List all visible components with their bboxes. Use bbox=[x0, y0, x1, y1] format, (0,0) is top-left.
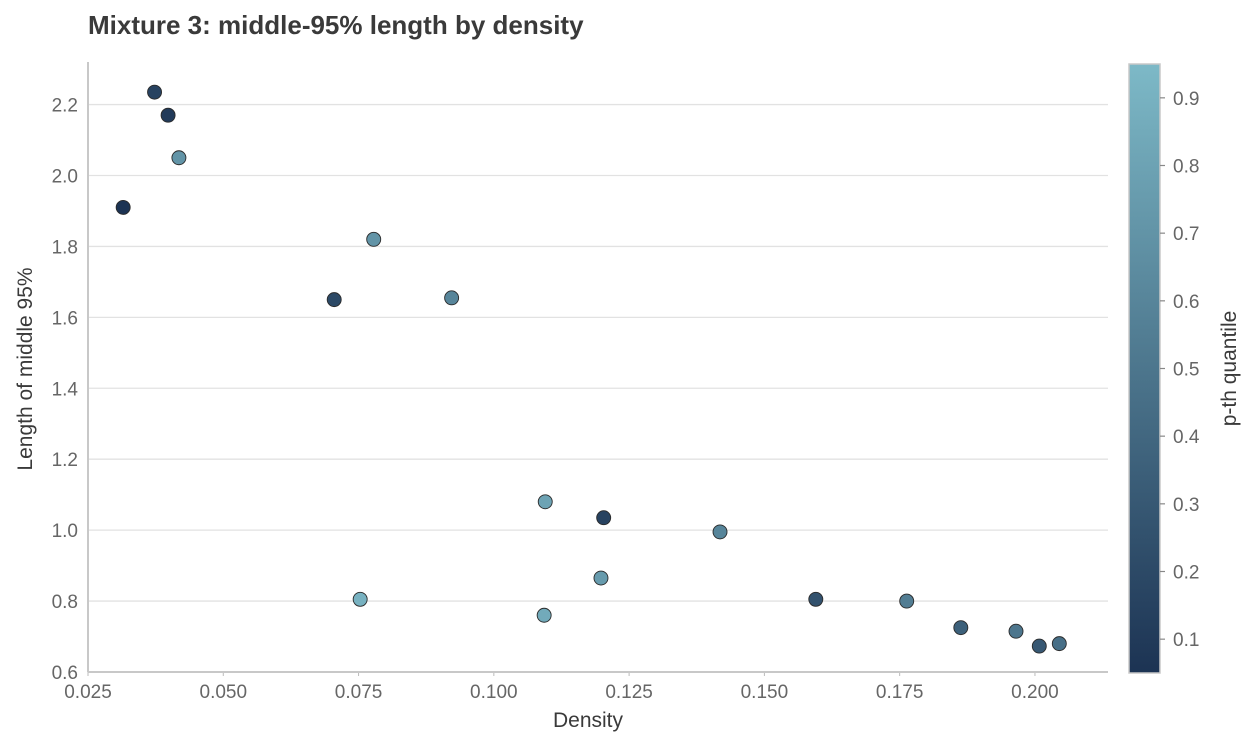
y-tick-label: 1.2 bbox=[52, 450, 78, 471]
grid-lines bbox=[88, 103, 1108, 602]
colorbar-tick-label: 0.2 bbox=[1173, 563, 1199, 584]
colorbar-tick-label: 0.9 bbox=[1173, 89, 1199, 110]
data-point bbox=[115, 199, 131, 215]
x-tick-label: 0.175 bbox=[876, 682, 924, 703]
data-point bbox=[536, 607, 552, 623]
x-tick-label: 0.050 bbox=[200, 682, 248, 703]
colorbar-tick-label: 0.4 bbox=[1173, 427, 1200, 448]
colorbar-tick-label: 0.7 bbox=[1173, 224, 1199, 245]
data-point bbox=[171, 150, 187, 166]
data-point bbox=[366, 231, 382, 247]
x-tick-label: 0.150 bbox=[741, 682, 789, 703]
y-tick-label: 1.0 bbox=[52, 521, 78, 542]
data-point bbox=[712, 524, 728, 540]
data-point bbox=[326, 292, 342, 308]
y-tick-label: 2.2 bbox=[52, 96, 78, 117]
data-point bbox=[537, 494, 553, 510]
x-tick-label: 0.100 bbox=[470, 682, 518, 703]
x-tick-label: 0.200 bbox=[1011, 682, 1059, 703]
colorbar-tick-label: 0.1 bbox=[1173, 630, 1199, 651]
colorbar-tick-label: 0.5 bbox=[1173, 360, 1199, 381]
data-point bbox=[352, 591, 368, 607]
y-tick-label: 1.8 bbox=[52, 237, 78, 258]
colorbar-label: p-th quantile bbox=[1218, 311, 1241, 427]
data-point bbox=[953, 620, 969, 636]
data-point bbox=[808, 591, 824, 607]
y-tick-label: 1.6 bbox=[52, 308, 78, 329]
data-points bbox=[115, 84, 1067, 654]
x-axis-label: Density bbox=[553, 709, 624, 732]
y-tick-label: 0.8 bbox=[52, 592, 78, 613]
data-point bbox=[899, 593, 915, 609]
colorbar-tick-label: 0.6 bbox=[1173, 292, 1199, 313]
data-point bbox=[147, 84, 163, 100]
y-axis-label: Length of middle 95% bbox=[14, 267, 37, 470]
colorbar-tick-label: 0.3 bbox=[1173, 495, 1199, 516]
colorbar: 0.1 0.2 0.3 0.4 0.5 0.6 0.7 0.8 0.9 bbox=[1128, 63, 1200, 674]
data-point bbox=[160, 107, 176, 123]
chart-title: Mixture 3: middle-95% length by density bbox=[88, 10, 584, 40]
data-point bbox=[1031, 638, 1047, 654]
y-tick-label: 0.6 bbox=[52, 663, 78, 684]
data-point bbox=[444, 290, 460, 306]
x-tick-label: 0.125 bbox=[605, 682, 653, 703]
x-tick-label: 0.025 bbox=[64, 682, 112, 703]
colorbar-tick-label: 0.8 bbox=[1173, 157, 1199, 178]
y-tick-label: 1.4 bbox=[52, 379, 79, 400]
axes bbox=[87, 62, 1108, 676]
tick-labels: 0.6 0.8 1.0 1.2 1.4 1.6 1.8 2.0 2.2 0.025 0.050 0.0… bbox=[52, 96, 1059, 703]
data-point bbox=[593, 570, 609, 586]
data-point bbox=[596, 510, 612, 526]
data-point bbox=[1008, 623, 1024, 639]
x-tick-label: 0.075 bbox=[335, 682, 383, 703]
colorbar-gradient bbox=[1128, 63, 1161, 674]
data-point bbox=[1051, 636, 1067, 652]
y-tick-label: 2.0 bbox=[52, 166, 78, 187]
